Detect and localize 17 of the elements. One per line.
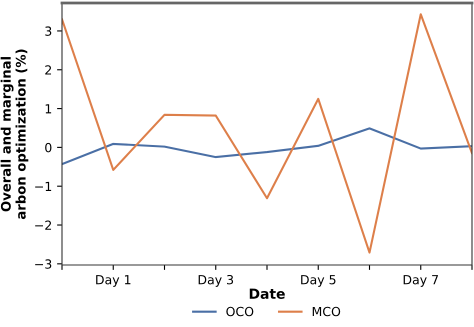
legend-label: OCO (226, 306, 254, 316)
y-tick-label: 0 (45, 142, 52, 152)
y-tick-label: 1 (46, 104, 52, 114)
line-series (62, 127, 472, 166)
legend-label: MCO (312, 306, 340, 316)
y-tick-label: −3 (35, 259, 52, 269)
x-tick-label: Day 5 (301, 275, 336, 287)
x-axis-title: Date (250, 288, 285, 299)
line-series (62, 13, 472, 254)
y-axis-title: Overall and marginal arbon optimization (%) (0, 50, 28, 220)
x-tick-label: Day 3 (198, 274, 234, 287)
y-tick-label: −2 (35, 220, 52, 230)
y-tick-label: 2 (45, 65, 52, 75)
x-tick-label: Day 7 (404, 275, 438, 287)
y-tick-label: −1 (35, 182, 52, 191)
y-tick-label: 3 (45, 26, 52, 36)
x-tick-label: Day 1 (96, 275, 130, 287)
